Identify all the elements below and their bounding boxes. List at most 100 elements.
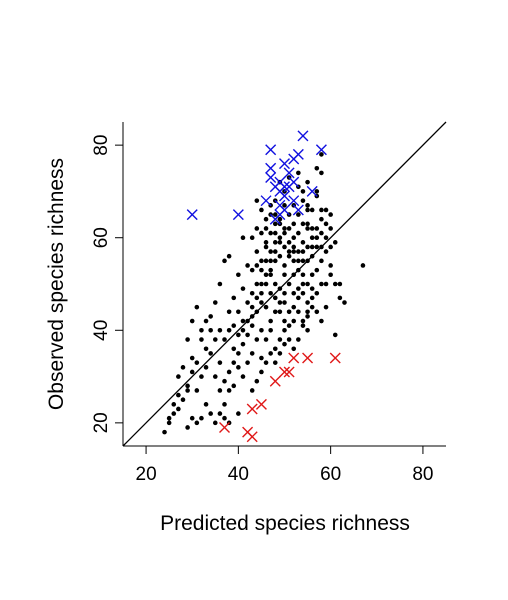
data-point (249, 388, 255, 393)
cross-stroke (265, 162, 277, 174)
data-point (263, 244, 269, 250)
data-point (254, 337, 260, 342)
data-point (309, 244, 315, 250)
cross-stroke (306, 185, 318, 197)
data-point (296, 230, 301, 236)
data-point (259, 355, 264, 361)
data-point (296, 249, 301, 254)
cross-stroke (186, 209, 198, 221)
data-point (259, 290, 264, 296)
data-point (236, 272, 241, 278)
low-outlier-point (246, 431, 258, 443)
data-point (305, 309, 310, 315)
data-point (222, 402, 227, 407)
cross-stroke (302, 352, 314, 364)
data-point (217, 411, 223, 416)
y-axis-title: Observed species richness (45, 158, 68, 410)
cross-stroke (255, 398, 267, 410)
cross-stroke (288, 195, 300, 207)
data-point (254, 281, 260, 287)
axes: 20 40 60 80 20 40 60 80 (91, 122, 446, 485)
data-point (268, 318, 273, 324)
cross-stroke (288, 176, 300, 188)
data-point (185, 388, 190, 393)
data-point (208, 327, 213, 333)
cross-stroke (297, 130, 309, 142)
data-point (277, 216, 283, 222)
data-point (314, 309, 320, 315)
data-point (199, 337, 204, 342)
high-outlier-point (265, 172, 277, 184)
low-outlier-point (246, 403, 258, 415)
data-point (282, 318, 287, 324)
data-point (263, 240, 269, 245)
data-point (291, 221, 297, 227)
data-point (282, 290, 287, 296)
data-point (272, 230, 278, 236)
data-point (176, 406, 181, 412)
data-point (332, 240, 338, 245)
data-point (305, 226, 310, 231)
data-point (162, 429, 167, 435)
high-outlier-point (186, 209, 198, 221)
data-point (277, 286, 283, 291)
data-point (291, 290, 297, 296)
high-outlier-point (260, 195, 272, 207)
data-point (203, 365, 209, 370)
data-point (282, 226, 287, 231)
data-point (208, 314, 213, 319)
data-point (194, 388, 200, 393)
data-point (259, 327, 264, 333)
data-point (203, 346, 209, 352)
data-point (286, 309, 292, 315)
high-outlier-point (279, 190, 290, 202)
x-tick-label: 80 (412, 464, 433, 485)
data-point (268, 290, 273, 296)
high-outlier-point (283, 167, 295, 179)
data-point (305, 221, 310, 227)
data-point (319, 152, 324, 157)
data-point (282, 300, 287, 305)
data-point (300, 258, 306, 264)
data-point (180, 397, 186, 403)
data-point (185, 425, 190, 430)
data-point (291, 346, 297, 352)
data-point (277, 300, 283, 305)
data-point (263, 337, 269, 342)
data-point (272, 360, 278, 365)
data-point (328, 212, 333, 217)
cross-stroke (292, 148, 304, 160)
data-point (245, 263, 250, 268)
cross-stroke (232, 209, 244, 221)
data-point (166, 415, 172, 421)
low-outlier-point (283, 366, 295, 378)
cross-stroke (265, 144, 277, 156)
high-outlier-point (265, 144, 277, 156)
data-point (259, 207, 264, 213)
data-point (263, 281, 269, 287)
data-point (296, 309, 301, 315)
data-point (286, 337, 292, 342)
data-point (272, 346, 278, 352)
data-point (272, 295, 278, 301)
data-point (268, 267, 273, 273)
x-tick-label: 40 (228, 464, 249, 485)
data-point (282, 341, 287, 347)
data-point (185, 383, 190, 389)
data-point (319, 170, 324, 176)
data-point (236, 351, 241, 356)
data-point (212, 420, 218, 426)
data-point (189, 369, 195, 375)
data-point (249, 304, 255, 310)
data-point (309, 235, 315, 241)
data-point (328, 263, 333, 268)
data-point (282, 230, 287, 236)
data-point (268, 327, 273, 333)
data-point (323, 235, 329, 241)
data-point (176, 374, 181, 379)
data-point (240, 327, 246, 333)
data-point (323, 304, 329, 310)
data-point (300, 318, 306, 324)
data-point (282, 263, 287, 268)
data-point (319, 207, 324, 213)
